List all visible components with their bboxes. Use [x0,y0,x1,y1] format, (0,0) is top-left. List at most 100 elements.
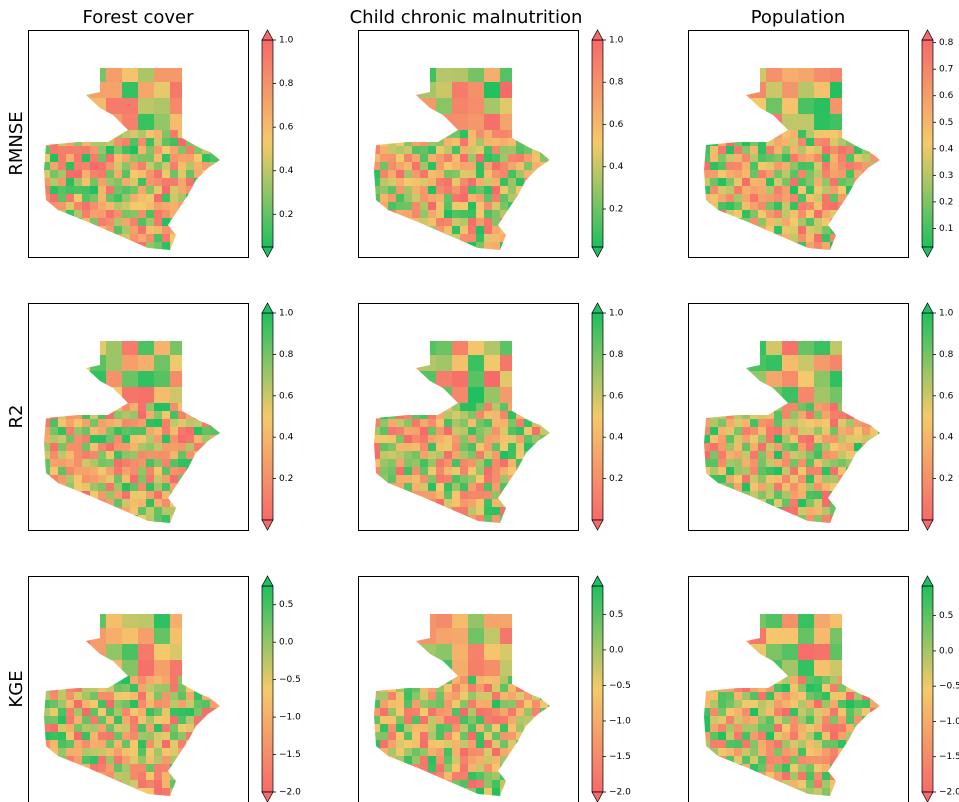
region [782,226,791,235]
region [782,732,791,741]
region [114,186,123,195]
region [202,435,211,444]
region [420,459,429,468]
region [710,716,719,725]
region [186,451,195,460]
region [524,716,533,725]
region [122,210,131,219]
region [162,411,171,420]
region [106,491,115,500]
region [524,692,533,701]
colorbar-extend [261,246,274,258]
region [742,162,751,171]
region [774,411,783,420]
region [162,684,171,693]
region [170,138,179,147]
region [380,146,389,155]
region [500,700,509,709]
region [114,435,123,444]
region [782,82,799,99]
region [90,467,99,476]
region [758,178,767,187]
region [444,499,453,508]
region [790,676,799,685]
region [476,748,485,757]
region [452,170,461,179]
region [66,708,75,717]
region [790,194,799,203]
region [380,724,389,733]
region [380,419,389,428]
region [154,507,163,516]
region [524,427,533,436]
region [704,459,711,468]
colorbar [261,39,274,248]
region [138,186,147,195]
region [412,724,421,733]
region [90,435,99,444]
region [814,435,823,444]
region [516,700,525,709]
region [822,692,831,701]
region [476,162,485,171]
region [734,748,743,757]
region [806,748,815,757]
region [58,202,67,211]
region [444,427,453,436]
region [798,708,807,717]
region [750,162,759,171]
region [428,451,437,460]
region [704,146,711,155]
region [460,218,469,227]
region [460,700,469,709]
region [66,740,75,749]
colorbar-tick-label: −1.5 [939,752,959,762]
region [122,82,139,99]
region [428,210,437,219]
region [130,475,139,484]
region [726,154,735,163]
region [492,515,501,523]
region [718,186,727,195]
region [838,732,847,741]
region [460,475,469,484]
region [412,740,421,749]
region [162,210,171,219]
region [854,716,863,725]
region [484,210,493,219]
region [766,178,775,187]
region [452,427,461,436]
region [58,162,67,171]
region [500,459,509,468]
region [420,186,429,195]
region [396,427,405,436]
region [468,435,477,444]
region [98,692,107,701]
region [774,186,783,195]
region [798,716,807,725]
region [396,724,405,733]
region [758,194,767,203]
region [468,218,477,227]
region [468,194,477,203]
region [830,732,839,741]
region [420,451,429,460]
region [436,218,445,227]
region [846,443,855,452]
region [806,724,815,733]
region [822,435,831,444]
region [162,740,171,749]
region [814,764,823,773]
colorbar-tick-label: 0.8 [609,350,624,360]
region [162,764,171,773]
region [170,483,179,492]
region [790,692,799,701]
region [460,507,469,516]
region [750,435,759,444]
region [130,202,139,211]
region [146,162,155,171]
region [516,708,525,717]
region [516,459,525,468]
region [814,628,831,645]
region [106,443,115,452]
